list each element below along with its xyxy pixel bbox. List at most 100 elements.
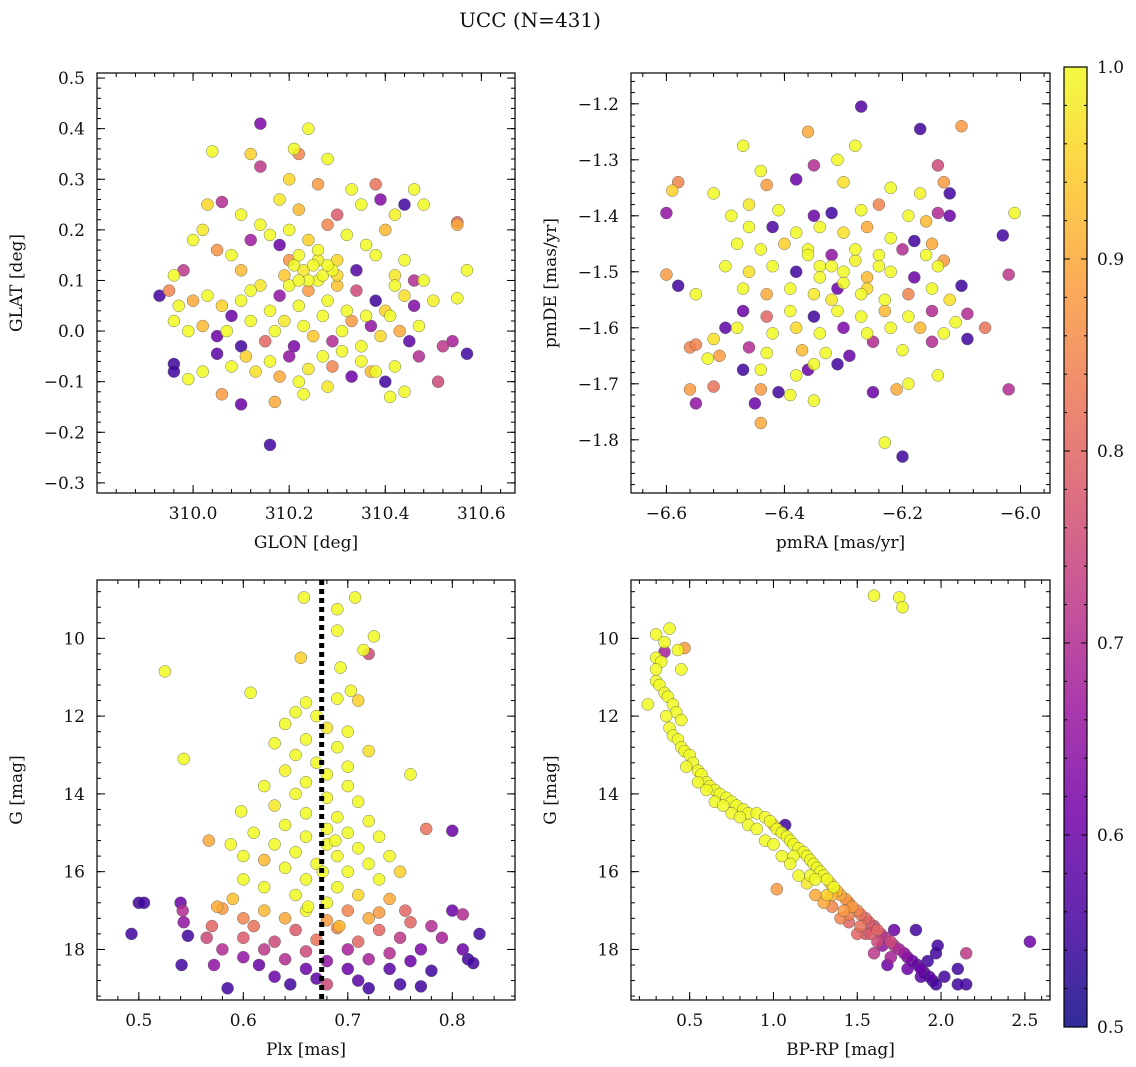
scatter-point [247,919,260,933]
scatter-point [860,220,874,234]
scatter-point [801,125,815,139]
scatter-point [1023,935,1037,948]
x-tick-label: −6.2 [882,504,923,524]
y-tick-label: −1.4 [578,207,619,227]
scatter-panel-p3: 0.5 0.6 0.7 0.8 10 12 14 16 18 Plx [mas] G [mag] [7,579,516,1060]
scatter-point [896,601,909,614]
scatter-point [383,309,397,323]
scatter-point [819,346,832,360]
colorbar: 0.5 0.6 0.7 0.8 0.9 1.0 [1063,58,1124,1038]
scatter-point [754,243,767,256]
y-tick-label: 12 [63,707,85,727]
scatter-point [331,624,344,637]
scatter-point [719,260,732,273]
scatter-point [348,591,362,604]
y-tick-label: 18 [597,940,619,960]
scatter-point [701,352,714,365]
scatter-point [273,238,286,252]
scatter-point [287,259,301,272]
scatter-point [878,436,891,449]
scatter-point [736,139,750,153]
scatter-point [215,195,229,209]
scatter-point [393,865,407,878]
scatter-point [379,223,392,237]
scatter-point [289,888,302,902]
scatter-point [263,228,277,242]
scatter-point [268,395,281,409]
scatter-point [388,360,402,373]
x-tick-label: 1.5 [844,1011,871,1031]
scatter-point [167,269,181,282]
scatter-point [733,811,747,824]
scatter-point [649,663,663,676]
scatter-point [362,953,375,966]
scatter-point [713,349,726,362]
scatter-point [689,397,703,410]
scatter-point [896,450,909,463]
scatter-point [914,187,927,200]
scatter-point [884,231,897,245]
scatter-point [896,344,909,357]
scatter-point [254,117,267,130]
scatter-point [831,153,844,167]
scatter-point [807,394,821,407]
scatter-point [431,375,445,388]
scatter-point [663,622,676,635]
scatter-point [302,122,315,135]
y-axis-label: G [mag] [7,755,27,824]
scatter-point [914,122,927,136]
scatter-point [931,206,945,220]
scatter-point [766,260,779,273]
scatter-point [825,293,838,306]
scatter-point [352,935,365,948]
scatter-point [790,321,803,334]
scatter-point [938,970,951,983]
scatter-point [837,904,851,917]
scatter-point [398,254,411,267]
scatter-point [404,768,417,781]
scatter-point [226,892,240,906]
scatter-point [925,282,939,295]
scatter-point [278,764,292,777]
scatter-point [383,390,397,404]
scatter-point [362,814,375,828]
x-axis-label: pmRA [mas/yr] [776,533,905,553]
y-axis-label: GLAT [deg] [7,234,27,332]
scatter-point [249,365,262,378]
scatter-point [854,919,867,933]
scatter-point [902,377,915,390]
scatter-point [237,912,250,925]
scatter-point [649,628,663,641]
x-axis-label: GLON [deg] [254,533,358,553]
scatter-point [287,340,301,353]
scatter-point [215,388,229,401]
scatter-point [717,799,730,812]
scatter-point [278,912,292,925]
scatter-point [369,178,382,191]
scatter-point [284,978,297,991]
scatter-point [813,260,826,273]
scatter-point [244,233,257,247]
scatter-point [951,962,964,976]
scatter-point [399,904,412,917]
scatter-point [283,350,296,363]
scatter-point [326,335,339,348]
scatter-point [683,383,697,396]
y-tick-label: 0.0 [58,322,85,342]
scatter-point [813,220,826,234]
scatter-point [1008,206,1021,220]
scatter-point [268,935,281,948]
scatter-point [908,234,921,248]
scatter-point [196,223,209,237]
scatter-point [961,332,974,346]
scatter-point [341,725,354,738]
scatter-point [398,385,411,398]
scatter-point [943,293,956,306]
scatter-point [283,223,296,237]
scatter-point [725,209,738,223]
scatter-point [181,929,195,942]
scatter-point [388,279,402,292]
scatter-point [446,824,459,837]
scatter-point [666,184,679,197]
scatter-point [341,779,354,793]
